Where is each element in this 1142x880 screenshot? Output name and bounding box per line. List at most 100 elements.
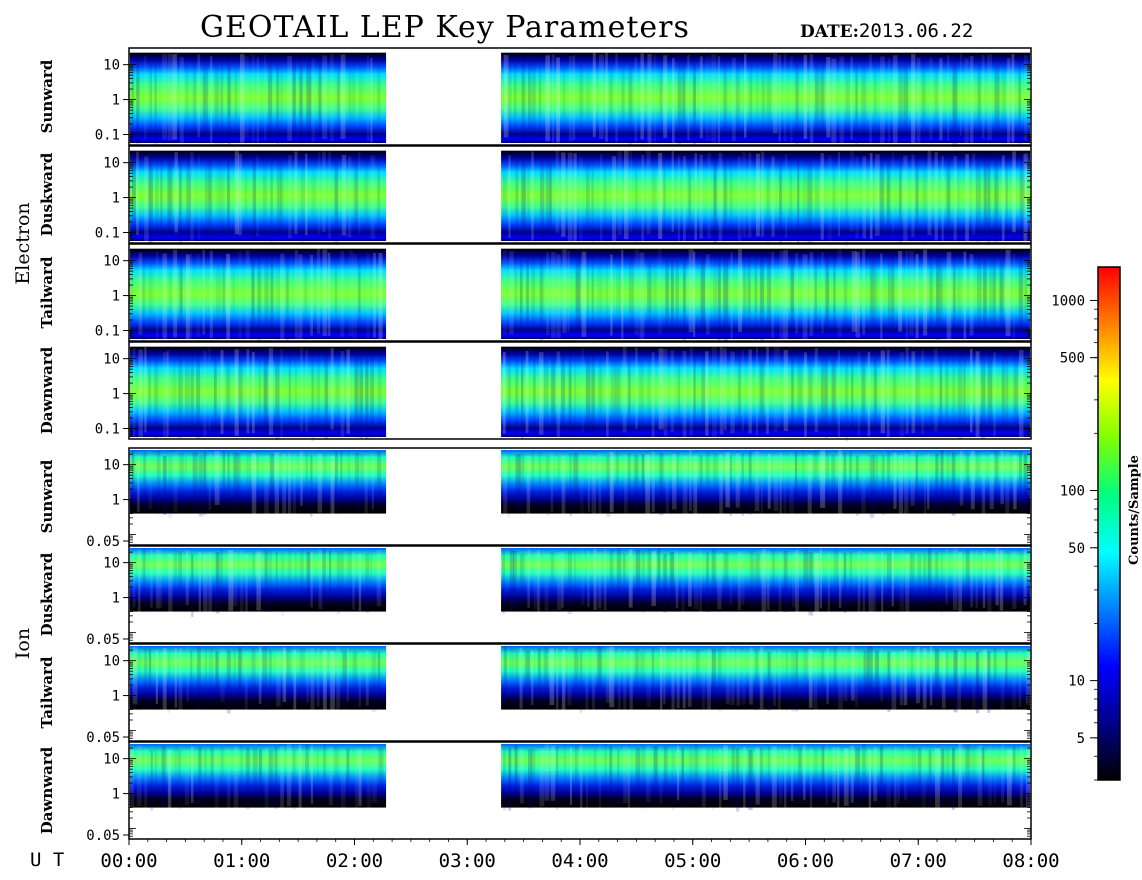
spectrogram-streak bbox=[730, 351, 735, 434]
spectrogram-streak bbox=[340, 351, 345, 439]
y-tick-label: 10 bbox=[103, 556, 120, 572]
colorbar-tick-label: 5 bbox=[1077, 731, 1085, 747]
spectrogram-streak bbox=[693, 347, 696, 438]
spectrogram-streak bbox=[1018, 349, 1024, 438]
spectrogram-streak bbox=[952, 57, 958, 148]
spectrogram-streak bbox=[807, 154, 813, 243]
spectrogram-streak bbox=[202, 249, 205, 335]
spectrogram-streak bbox=[292, 56, 296, 138]
spectrogram-streak bbox=[825, 347, 828, 438]
spectrogram-streak bbox=[911, 351, 916, 434]
y-tick-label: 10 bbox=[103, 458, 120, 474]
spectrogram-streak bbox=[677, 348, 680, 439]
spectrogram-streak bbox=[174, 647, 177, 708]
spectrogram-streak bbox=[232, 251, 235, 334]
spectrogram-streak bbox=[795, 451, 798, 514]
spectrogram-streak bbox=[366, 253, 370, 344]
spectrogram-streak bbox=[681, 552, 685, 613]
spectrogram-streak bbox=[694, 744, 699, 807]
spectrogram-streak bbox=[945, 651, 949, 711]
spectrogram-streak bbox=[358, 151, 361, 234]
spectrogram-streak bbox=[820, 56, 825, 138]
spectrogram-streak bbox=[886, 553, 892, 608]
spectrogram-streak bbox=[975, 450, 980, 505]
spectrogram-streak bbox=[358, 748, 362, 806]
spectrogram-streak bbox=[220, 151, 225, 235]
x-tick-label: 04:00 bbox=[551, 850, 608, 872]
spectrogram-streak bbox=[821, 252, 824, 333]
spectrogram-streak bbox=[214, 451, 220, 505]
spectrogram-streak bbox=[1018, 650, 1022, 708]
spectrogram-streak bbox=[513, 54, 517, 136]
spectrogram-streak bbox=[262, 150, 267, 239]
spectrogram-streak bbox=[538, 451, 541, 513]
spectrogram-streak bbox=[623, 649, 627, 711]
spectrogram-streak bbox=[791, 351, 794, 435]
spectrogram-streak bbox=[549, 648, 555, 706]
spectrogram-streak bbox=[376, 549, 382, 607]
spectrogram-streak bbox=[627, 349, 631, 435]
spectrogram-streak bbox=[167, 650, 171, 714]
y-tick-label: 1 bbox=[112, 493, 120, 509]
spectrogram-streak bbox=[831, 347, 836, 435]
spectrogram-streak bbox=[651, 646, 655, 705]
spectrogram-streak bbox=[862, 156, 867, 239]
spectrogram-streak bbox=[635, 549, 641, 612]
spectrogram-streak bbox=[190, 651, 193, 709]
spectrogram-streak bbox=[825, 745, 828, 806]
spectrogram-streak bbox=[245, 250, 250, 340]
spectrogram-streak bbox=[719, 454, 723, 515]
spectrogram-streak bbox=[1005, 451, 1010, 514]
spectrogram-streak bbox=[717, 647, 722, 711]
spectrogram-streak bbox=[204, 646, 208, 707]
spectrogram-streak bbox=[150, 749, 153, 811]
spectrogram-streak bbox=[953, 155, 957, 241]
x-tick-label: 01:00 bbox=[213, 850, 270, 872]
spectrogram-streak bbox=[705, 351, 709, 436]
spectrogram-streak bbox=[1018, 451, 1022, 510]
spectrogram-streak bbox=[585, 349, 591, 433]
spectrogram-streak bbox=[940, 450, 944, 507]
spectrogram-streak bbox=[347, 549, 352, 607]
spectrogram-streak bbox=[575, 248, 581, 332]
spectrogram-streak bbox=[226, 348, 231, 432]
spectrogram-streak bbox=[371, 649, 377, 713]
spectrogram-streak bbox=[647, 252, 652, 336]
spectrogram-streak bbox=[1005, 347, 1009, 435]
spectrogram-streak bbox=[634, 249, 640, 336]
spectrogram-streak bbox=[138, 349, 143, 440]
spectrogram-streak bbox=[843, 646, 848, 701]
spectrogram-streak bbox=[317, 152, 321, 235]
spectrogram-streak bbox=[330, 650, 335, 714]
spectrogram-streak bbox=[287, 155, 292, 239]
spectrogram-streak bbox=[617, 646, 621, 711]
spectrogram-streak bbox=[688, 746, 694, 802]
spectrogram-streak bbox=[222, 250, 226, 334]
spectrogram-band bbox=[130, 150, 387, 241]
spectrogram-streak bbox=[370, 550, 373, 606]
spectrogram-streak bbox=[627, 748, 631, 808]
spectrogram-streak bbox=[305, 744, 309, 802]
spectrogram-streak bbox=[1025, 747, 1031, 810]
spectrogram-streak bbox=[251, 351, 255, 434]
spectrogram-streak bbox=[965, 550, 970, 606]
spectrogram-streak bbox=[855, 455, 859, 516]
spectrogram-streak bbox=[909, 251, 914, 336]
spectrogram-streak bbox=[941, 748, 945, 806]
spectrogram-streak bbox=[663, 746, 668, 804]
spectrogram-streak bbox=[682, 350, 687, 441]
spectrogram-streak bbox=[573, 55, 576, 140]
spectrogram-streak bbox=[569, 453, 572, 517]
spectrogram-streak bbox=[562, 249, 567, 333]
spectrogram-streak bbox=[939, 58, 943, 141]
spectrogram-streak bbox=[531, 650, 534, 706]
spectrogram-streak bbox=[627, 453, 631, 514]
spectrogram-streak bbox=[946, 251, 952, 340]
spectrogram-streak bbox=[735, 748, 740, 812]
spectrogram-streak bbox=[347, 156, 352, 238]
spectrogram-streak bbox=[234, 151, 239, 235]
spectrogram-streak bbox=[660, 647, 663, 710]
spectrogram-streak bbox=[352, 55, 356, 142]
spectrogram-streak bbox=[759, 253, 765, 342]
spectrogram-streak bbox=[533, 352, 536, 434]
